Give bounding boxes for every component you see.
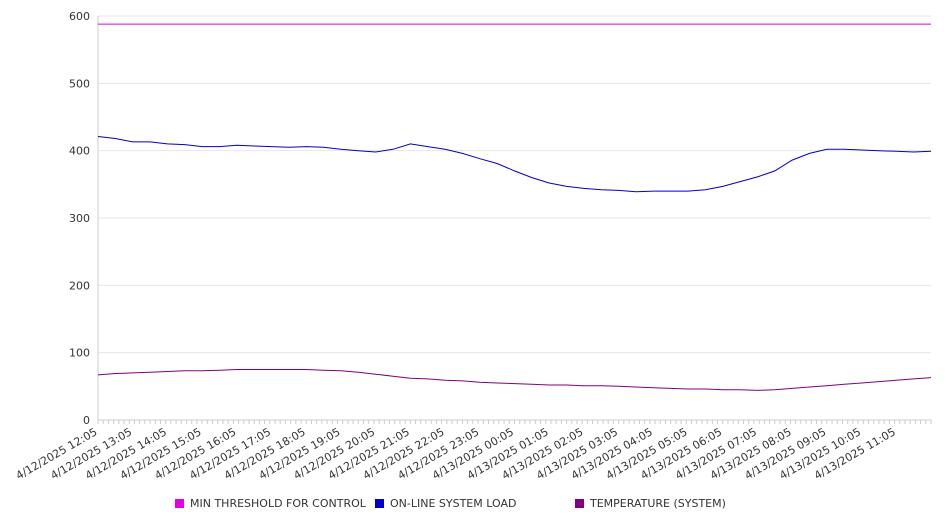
series-line-temperature [97, 369, 932, 391]
legend-label-system-load: ON-LINE SYSTEM LOAD [390, 497, 517, 510]
y-tick-label: 0 [83, 414, 90, 427]
legend-label-min-threshold: MIN THRESHOLD FOR CONTROL [190, 497, 366, 510]
y-tick-label: 300 [69, 212, 90, 225]
legend-swatch-min-threshold [175, 499, 184, 508]
series-line-system-load [97, 136, 932, 193]
legend-swatch-temperature [575, 499, 584, 508]
legend-label-temperature: TEMPERATURE (SYSTEM) [590, 497, 726, 510]
y-axis-tick-labels: 0 100 200 300 400 500 600 [69, 10, 90, 427]
legend-swatch-system-load [375, 499, 384, 508]
y-tick-label: 100 [69, 347, 90, 360]
gridlines [98, 15, 931, 354]
y-tick-label: 200 [69, 279, 90, 292]
series-lines [97, 23, 932, 391]
legend: MIN THRESHOLD FOR CONTROL ON-LINE SYSTEM… [0, 497, 946, 513]
legend-item-temperature[interactable]: TEMPERATURE (SYSTEM) [575, 497, 726, 510]
y-tick-label: 500 [69, 77, 90, 90]
x-axis-tick-labels: 4/12/2025 12:054/12/2025 13:054/12/2025 … [14, 425, 898, 482]
legend-item-min-threshold[interactable]: MIN THRESHOLD FOR CONTROL [175, 497, 366, 510]
axes [97, 16, 932, 424]
legend-item-system-load[interactable]: ON-LINE SYSTEM LOAD [375, 497, 516, 510]
y-tick-label: 600 [69, 10, 90, 23]
y-tick-label: 400 [69, 145, 90, 158]
